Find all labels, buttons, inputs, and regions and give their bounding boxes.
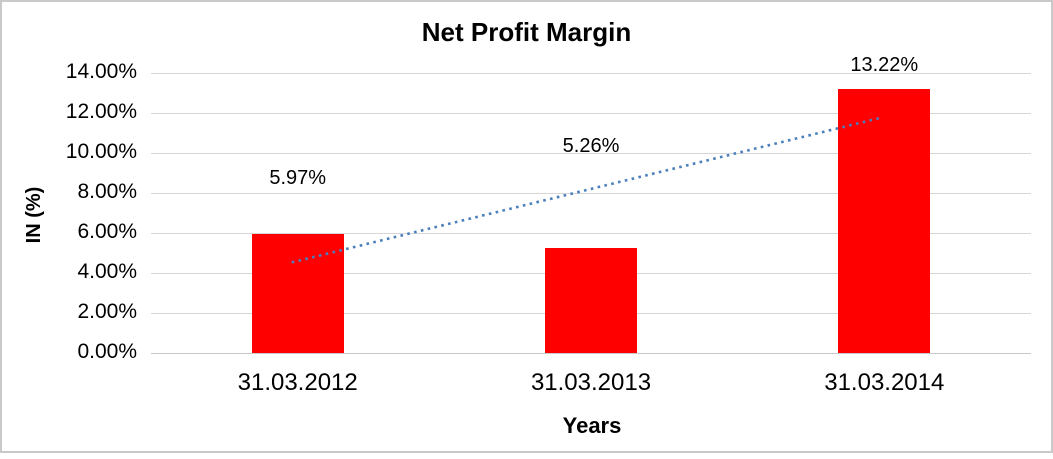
x-axis-title: Years xyxy=(562,413,622,438)
x-category-label: 31.03.2014 xyxy=(824,369,945,396)
gridline xyxy=(151,72,1031,74)
x-category-label: 31.03.2013 xyxy=(530,369,652,396)
bar xyxy=(545,247,637,353)
y-tick-label: 12.00% xyxy=(65,100,137,123)
y-axis-title: IN (%) xyxy=(23,186,45,244)
y-tick-label: 14.00% xyxy=(65,60,137,83)
bar xyxy=(838,88,931,353)
y-tick-label: 2.00% xyxy=(77,300,137,323)
gridline xyxy=(151,112,1031,114)
bar-data-label: 5.97% xyxy=(269,167,327,189)
y-tick-label: 4.00% xyxy=(77,260,137,283)
x-category-label: 31.03.2012 xyxy=(237,369,358,396)
y-tick-label: 10.00% xyxy=(65,140,137,163)
bar-data-label: 5.26% xyxy=(562,135,620,157)
bar xyxy=(251,233,344,353)
y-tick-label: 0.00% xyxy=(77,340,137,363)
y-tick-label: 8.00% xyxy=(77,180,137,203)
bar-data-label: 13.22% xyxy=(850,54,919,76)
chart-title: Net Profit Margin xyxy=(421,17,632,47)
y-tick-label: 6.00% xyxy=(77,220,137,243)
gridline xyxy=(151,352,1031,354)
